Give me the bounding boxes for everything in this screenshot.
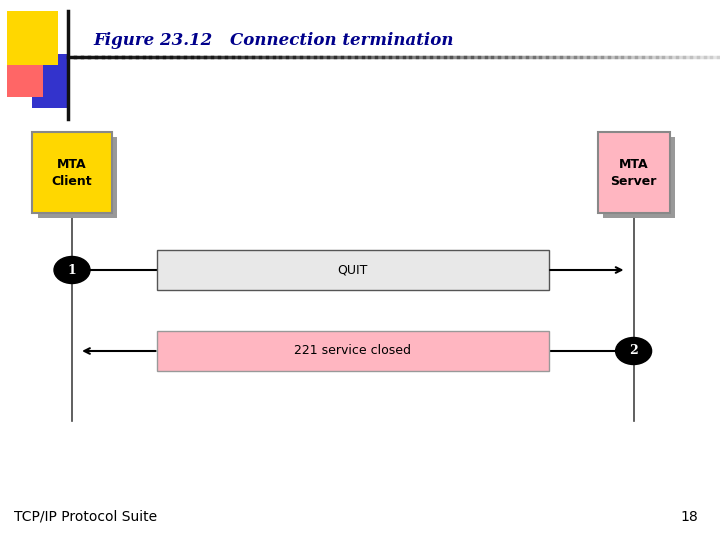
FancyBboxPatch shape [32,132,112,213]
FancyBboxPatch shape [38,137,117,218]
Circle shape [54,256,90,284]
FancyBboxPatch shape [603,137,675,218]
Text: 2: 2 [629,345,638,357]
Text: MTA
Server: MTA Server [611,158,657,188]
FancyBboxPatch shape [157,250,549,290]
FancyBboxPatch shape [32,54,68,108]
Text: 221 service closed: 221 service closed [294,345,411,357]
Text: 1: 1 [68,264,76,276]
FancyBboxPatch shape [598,132,670,213]
Text: 18: 18 [680,510,698,524]
FancyBboxPatch shape [157,331,549,371]
FancyBboxPatch shape [7,11,58,65]
Circle shape [616,338,652,364]
FancyBboxPatch shape [7,54,43,97]
Text: TCP/IP Protocol Suite: TCP/IP Protocol Suite [14,510,158,524]
Text: Figure 23.12: Figure 23.12 [94,32,213,49]
Text: QUIT: QUIT [338,264,368,276]
Text: Connection termination: Connection termination [230,32,454,49]
Text: MTA
Client: MTA Client [52,158,92,188]
